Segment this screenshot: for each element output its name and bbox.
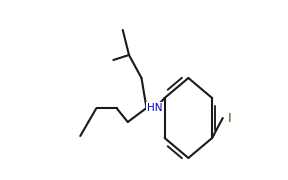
Text: HN: HN xyxy=(147,103,163,113)
Text: I: I xyxy=(228,111,231,125)
